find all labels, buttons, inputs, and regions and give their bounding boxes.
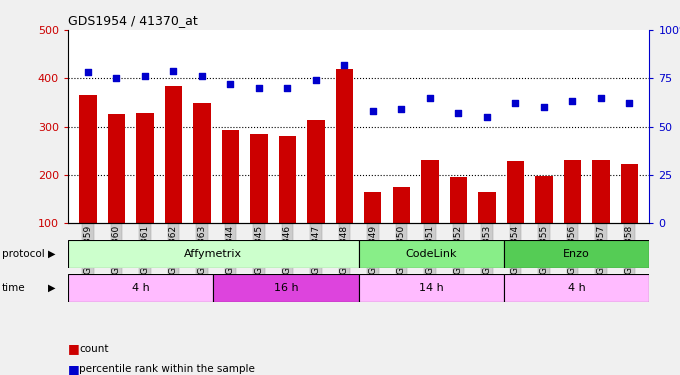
Point bbox=[424, 94, 435, 100]
Point bbox=[624, 100, 635, 106]
Bar bbox=[250, 134, 267, 272]
Text: ■: ■ bbox=[68, 363, 80, 375]
Bar bbox=[507, 161, 524, 272]
Point bbox=[282, 85, 293, 91]
Text: ■: ■ bbox=[68, 342, 80, 355]
Point bbox=[197, 74, 207, 80]
Text: percentile rank within the sample: percentile rank within the sample bbox=[79, 364, 255, 374]
Text: CodeLink: CodeLink bbox=[406, 249, 457, 259]
Point bbox=[311, 77, 322, 83]
Text: 14 h: 14 h bbox=[419, 283, 444, 293]
Bar bbox=[592, 160, 609, 272]
Point bbox=[539, 104, 549, 110]
Bar bbox=[222, 130, 239, 272]
Point bbox=[139, 74, 150, 80]
Text: GDS1954 / 41370_at: GDS1954 / 41370_at bbox=[68, 15, 198, 27]
Bar bbox=[214, 274, 359, 302]
Bar bbox=[359, 240, 504, 268]
Bar bbox=[336, 69, 353, 272]
Bar bbox=[108, 114, 125, 272]
Bar bbox=[479, 192, 496, 272]
Bar bbox=[621, 164, 638, 272]
Text: 4 h: 4 h bbox=[132, 283, 150, 293]
Point bbox=[367, 108, 378, 114]
Text: ▶: ▶ bbox=[48, 249, 56, 259]
Bar bbox=[307, 120, 324, 272]
Bar bbox=[80, 95, 97, 272]
Bar bbox=[359, 274, 504, 302]
Text: time: time bbox=[2, 283, 26, 293]
Bar bbox=[504, 274, 649, 302]
Point bbox=[168, 68, 179, 74]
Point bbox=[225, 81, 236, 87]
Bar bbox=[393, 187, 410, 272]
Bar bbox=[193, 104, 211, 272]
Bar bbox=[535, 176, 553, 272]
Text: 16 h: 16 h bbox=[274, 283, 299, 293]
Bar bbox=[137, 113, 154, 272]
Bar bbox=[564, 160, 581, 272]
Point bbox=[596, 94, 607, 100]
Bar bbox=[364, 192, 381, 272]
Bar bbox=[422, 160, 439, 272]
Point bbox=[481, 114, 492, 120]
Bar bbox=[68, 274, 214, 302]
Point bbox=[82, 69, 93, 75]
Point bbox=[111, 75, 122, 81]
Bar bbox=[165, 86, 182, 272]
Point bbox=[567, 99, 578, 105]
Point bbox=[396, 106, 407, 112]
Point bbox=[510, 100, 521, 106]
Text: Enzo: Enzo bbox=[563, 249, 590, 259]
Text: count: count bbox=[79, 344, 108, 354]
Text: Affymetrix: Affymetrix bbox=[184, 249, 242, 259]
Point bbox=[339, 62, 350, 68]
Bar bbox=[504, 240, 649, 268]
Bar bbox=[450, 177, 467, 272]
Point bbox=[254, 85, 265, 91]
Text: ▶: ▶ bbox=[48, 283, 56, 293]
Bar bbox=[68, 240, 359, 268]
Text: 4 h: 4 h bbox=[568, 283, 585, 293]
Text: protocol: protocol bbox=[2, 249, 45, 259]
Bar bbox=[279, 136, 296, 272]
Point bbox=[453, 110, 464, 116]
